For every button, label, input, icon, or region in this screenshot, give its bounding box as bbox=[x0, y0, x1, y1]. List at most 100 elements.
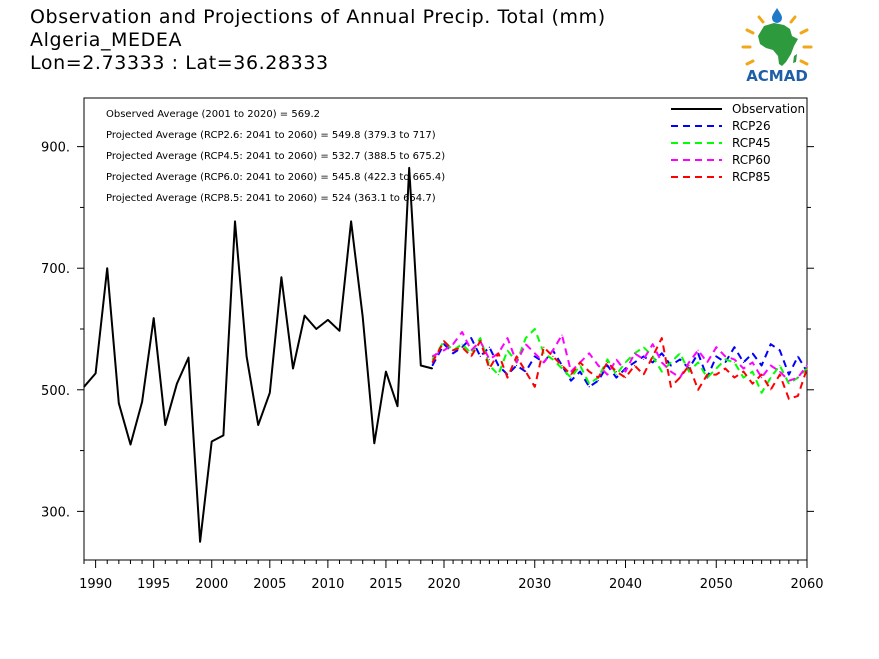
data-point-rcp60 bbox=[615, 358, 618, 360]
data-point-observation bbox=[292, 367, 294, 370]
data-point-rcp45 bbox=[779, 364, 781, 367]
data-point-rcp26 bbox=[661, 352, 663, 354]
data-point-rcp45 bbox=[733, 361, 736, 364]
data-point-rcp60 bbox=[552, 349, 554, 351]
data-point-rcp45 bbox=[534, 328, 536, 330]
data-point-rcp26 bbox=[724, 361, 726, 364]
data-point-rcp60 bbox=[779, 370, 781, 373]
annotation-text: Projected Average (RCP8.5: 2041 to 2060)… bbox=[106, 193, 436, 204]
data-point-observation bbox=[327, 319, 329, 321]
plot-frame bbox=[83, 97, 808, 561]
data-point-rcp26 bbox=[779, 349, 781, 351]
data-point-rcp60 bbox=[543, 361, 545, 364]
x-tick-label: 2020 bbox=[427, 577, 460, 592]
data-point-observation bbox=[431, 367, 433, 370]
data-point-rcp85 bbox=[679, 377, 681, 379]
data-point-observation bbox=[153, 317, 155, 319]
annotation-text: Projected Average (RCP4.5: 2041 to 2060)… bbox=[106, 151, 445, 162]
data-point-rcp45 bbox=[497, 373, 500, 376]
data-point-rcp26 bbox=[579, 370, 581, 373]
data-point-rcp85 bbox=[570, 373, 572, 376]
data-point-rcp45 bbox=[561, 367, 563, 370]
series-line-rcp85 bbox=[431, 337, 808, 400]
data-point-rcp45 bbox=[606, 358, 608, 360]
data-point-rcp60 bbox=[661, 361, 663, 364]
data-point-rcp26 bbox=[597, 380, 599, 382]
data-point-rcp26 bbox=[443, 343, 445, 345]
data-point-rcp60 bbox=[670, 370, 672, 373]
data-point-rcp85 bbox=[443, 340, 445, 342]
acmad-logo: ACMAD bbox=[741, 8, 813, 85]
data-point-rcp60 bbox=[452, 343, 454, 345]
data-point-observation bbox=[408, 167, 410, 169]
data-point-observation bbox=[199, 541, 201, 543]
data-point-rcp60 bbox=[788, 380, 790, 382]
data-point-observation bbox=[83, 386, 85, 388]
data-point-rcp26 bbox=[479, 355, 481, 357]
data-point-rcp45 bbox=[661, 370, 663, 373]
coordinates: Lon=2.73333 : Lat=36.28333 bbox=[30, 52, 329, 74]
data-point-rcp85 bbox=[543, 346, 545, 348]
data-point-rcp45 bbox=[570, 377, 572, 379]
data-point-observation bbox=[338, 330, 341, 332]
data-point-rcp26 bbox=[733, 346, 736, 348]
data-point-rcp45 bbox=[431, 358, 433, 360]
data-point-rcp85 bbox=[733, 377, 736, 379]
x-tick-label: 1990 bbox=[79, 577, 112, 592]
data-point-rcp45 bbox=[688, 370, 690, 373]
data-point-rcp85 bbox=[688, 364, 690, 367]
chart-header: Observation and Projections of Annual Pr… bbox=[30, 6, 606, 75]
data-point-rcp85 bbox=[788, 398, 790, 400]
y-tick-label: 500. bbox=[41, 384, 70, 399]
data-point-observation bbox=[304, 315, 306, 317]
data-point-rcp26 bbox=[452, 352, 454, 354]
data-point-rcp85 bbox=[479, 340, 481, 342]
data-point-observation bbox=[95, 372, 97, 374]
data-point-rcp45 bbox=[679, 352, 681, 354]
data-point-observation bbox=[234, 220, 236, 223]
data-point-rcp45 bbox=[751, 370, 754, 373]
x-tick-label: 2010 bbox=[311, 577, 344, 592]
x-tick-label: 2030 bbox=[518, 577, 551, 592]
data-point-rcp60 bbox=[488, 358, 490, 360]
data-point-rcp85 bbox=[470, 355, 472, 357]
data-point-observation bbox=[176, 383, 178, 385]
data-point-rcp26 bbox=[534, 355, 536, 357]
data-point-observation bbox=[280, 276, 283, 278]
data-point-rcp26 bbox=[606, 364, 608, 367]
x-tick-label: 2060 bbox=[790, 577, 823, 592]
data-point-observation bbox=[222, 434, 224, 436]
data-point-rcp60 bbox=[770, 364, 772, 367]
legend-label: RCP45 bbox=[732, 136, 771, 150]
data-point-observation bbox=[396, 405, 399, 407]
data-point-rcp26 bbox=[588, 386, 590, 388]
data-point-rcp45 bbox=[643, 346, 645, 348]
data-point-rcp26 bbox=[488, 346, 490, 348]
series-line-observation bbox=[83, 166, 433, 543]
data-point-rcp60 bbox=[525, 343, 527, 345]
data-point-observation bbox=[269, 392, 271, 394]
x-tick-label: 2000 bbox=[195, 577, 228, 592]
data-point-rcp45 bbox=[742, 377, 745, 379]
data-point-rcp60 bbox=[797, 377, 799, 379]
data-point-rcp60 bbox=[624, 370, 627, 373]
data-point-observation bbox=[315, 328, 317, 330]
data-point-rcp85 bbox=[497, 352, 500, 354]
legend-label: RCP85 bbox=[732, 170, 771, 184]
legend-label: Observation bbox=[732, 102, 805, 116]
data-point-rcp60 bbox=[461, 331, 463, 333]
data-point-rcp85 bbox=[633, 364, 636, 367]
data-point-rcp26 bbox=[652, 361, 654, 364]
data-point-rcp85 bbox=[742, 370, 745, 373]
data-point-rcp45 bbox=[715, 367, 717, 370]
data-point-observation bbox=[245, 355, 248, 357]
data-point-observation bbox=[211, 440, 213, 443]
data-point-rcp85 bbox=[461, 346, 463, 348]
data-point-rcp60 bbox=[534, 352, 536, 354]
data-point-rcp60 bbox=[597, 364, 599, 367]
data-point-rcp85 bbox=[624, 377, 627, 379]
data-point-rcp60 bbox=[652, 343, 654, 345]
data-point-rcp26 bbox=[770, 343, 772, 345]
data-point-rcp85 bbox=[552, 355, 554, 357]
